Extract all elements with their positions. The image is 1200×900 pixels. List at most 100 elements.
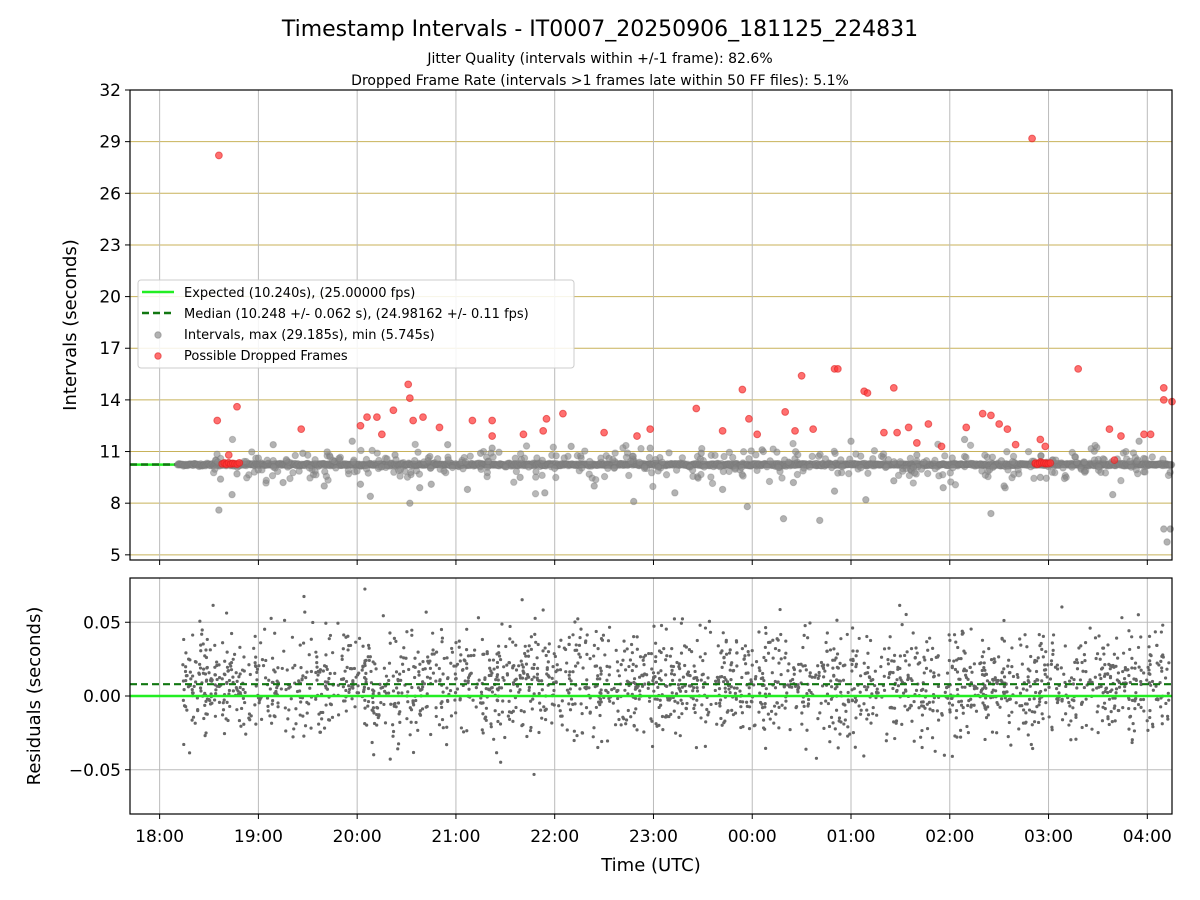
residual-point [257,664,261,668]
residual-point [1000,670,1004,674]
residual-point [592,726,596,730]
residual-point [1150,679,1155,684]
residual-point [954,708,959,713]
residual-point [481,731,485,735]
residual-point [797,662,801,667]
interval-point [879,450,888,458]
residual-point [318,668,323,672]
residual-point [684,706,688,710]
residual-point [264,658,268,663]
residual-point [272,668,276,672]
residual-point [654,722,658,726]
residual-point [769,709,774,713]
residual-point [544,717,548,722]
residual-point [1107,722,1111,727]
residual-point [507,717,512,721]
residual-point [199,643,203,647]
residual-point [191,715,196,719]
residual-point [1071,706,1075,710]
residual-point [740,647,744,651]
residual-point [1007,714,1011,718]
residual-point [605,678,609,682]
residual-point [347,644,351,648]
residual-point [958,728,963,732]
residual-point [399,655,403,659]
residual-point [673,699,677,703]
residual-point [635,647,639,651]
interval-point [941,452,949,460]
residual-point [1142,671,1146,675]
residual-point [1160,714,1164,718]
interval-point [890,477,898,485]
residual-point [304,676,308,680]
residual-point [734,640,739,644]
residual-point [1072,699,1076,703]
residual-point [1015,673,1019,677]
residual-point [866,651,870,655]
residual-point [557,645,561,649]
residual-point [891,686,895,691]
residual-point [850,626,855,630]
interval-point [427,464,435,472]
residual-point [200,628,204,632]
residual-point [1028,669,1032,673]
residual-point [672,617,677,621]
interval-point [1024,447,1033,456]
residual-point [480,728,484,732]
residual-point [657,649,662,653]
residual-point [1082,685,1086,690]
interval-point [962,453,970,462]
residual-point [1163,676,1168,680]
residual-point [445,743,449,747]
residual-point [413,675,417,680]
residual-point [746,649,750,654]
residual-point [1165,667,1169,671]
residual-point [225,700,229,704]
residual-point [254,655,258,659]
interval-point [743,502,751,511]
residual-point [1025,688,1029,692]
residual-point [182,637,186,642]
residual-point [898,654,902,658]
residual-point [984,686,988,690]
residual-point [324,653,328,657]
residual-point [763,702,767,706]
residual-point [558,709,562,713]
residual-point [744,662,748,666]
residual-point [802,704,806,708]
residual-point [1130,635,1134,639]
residual-point [692,676,696,681]
residual-point [1080,725,1084,730]
residual-point [585,652,589,656]
residual-point [213,673,217,677]
residual-point [623,668,628,672]
dropped-frame-point [468,416,477,425]
interval-point [335,454,343,463]
intervals-y-tick-label: 20 [99,288,121,308]
residual-point [955,687,960,692]
interval-point [383,455,391,463]
interval-point [913,451,921,459]
residual-point [525,734,529,739]
residual-point [677,664,681,669]
residual-point [1095,652,1100,656]
residual-point [879,655,884,659]
dropped-frame-point [646,425,655,434]
residual-point [617,717,621,722]
residual-point [728,648,732,652]
residual-point [229,661,234,665]
interval-point [662,471,671,479]
residual-point [653,659,658,664]
residual-point [253,661,257,665]
residual-point [679,621,683,625]
residual-point [198,662,202,666]
residual-point [768,717,772,721]
residual-point [887,675,891,680]
residual-point [1043,688,1048,692]
residual-point [502,678,506,682]
residual-point [774,712,778,716]
interval-point [216,475,225,483]
residual-point [463,679,467,683]
residual-point [952,659,956,663]
residual-point [954,716,958,720]
